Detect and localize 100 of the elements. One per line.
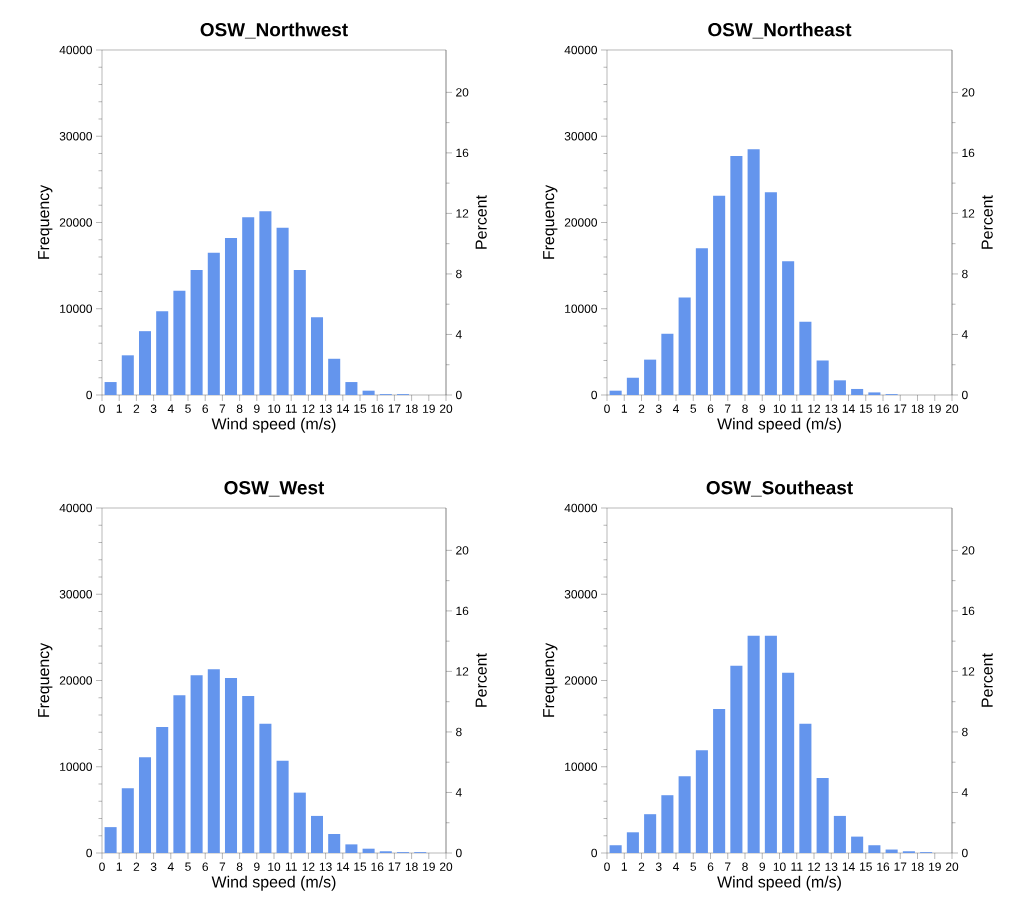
y2-tick-label: 4	[961, 330, 968, 339]
y2-tick-label: 20	[962, 88, 975, 97]
x-tick-label: 7	[725, 862, 731, 871]
y2-axis-title: Percent	[981, 195, 993, 249]
y2-tick-label: 0	[962, 848, 968, 858]
x-tick-label: 1	[621, 862, 627, 871]
y-tick-label: 10000	[60, 304, 93, 313]
x-tick-label: 8	[236, 862, 243, 871]
x-tick-label: 17	[894, 404, 907, 413]
x-tick-label: 18	[911, 862, 924, 871]
y-tick-label: 0	[86, 390, 93, 400]
x-tick-label: 2	[133, 862, 140, 871]
y2-tick-label: 8	[456, 727, 462, 737]
y-tick-label: 30000	[564, 132, 598, 141]
y2-tick-label: 8	[456, 269, 462, 279]
x-tick-label: 14	[842, 862, 855, 871]
y2-tick-label: 12	[456, 209, 469, 218]
x-tick-label: 12	[302, 404, 315, 413]
x-tick-label: 10	[773, 404, 786, 413]
y2-tick-label: 0	[455, 848, 462, 858]
x-tick-label: 18	[405, 862, 418, 871]
y2-tick-label: 12	[962, 667, 975, 676]
x-tick-label: 9	[759, 404, 766, 413]
x-tick-label: 1	[116, 404, 122, 413]
x-tick-label: 0	[604, 862, 610, 871]
x-tick-label: 3	[655, 862, 662, 871]
chart-title: OSW_Northwest	[200, 22, 348, 39]
y2-tick-label: 8	[962, 727, 968, 737]
x-tick-label: 10	[773, 862, 786, 871]
x-axis-title: Wind speed (m/s)	[211, 417, 336, 433]
y2-tick-label: 12	[456, 667, 469, 676]
x-tick-label: 15	[354, 404, 367, 413]
x-tick-label: 20	[945, 404, 959, 413]
x-tick-label: 11	[791, 862, 803, 871]
y2-axis-title: Percent	[981, 653, 993, 707]
x-tick-label: 14	[842, 404, 855, 413]
x-tick-label: 4	[167, 862, 174, 871]
x-tick-label: 1	[621, 404, 627, 413]
x-tick-label: 16	[877, 862, 890, 871]
y-tick-label: 10000	[60, 762, 93, 771]
x-tick-label: 20	[439, 404, 453, 413]
x-tick-label: 0	[99, 404, 105, 413]
x-tick-label: 15	[354, 862, 367, 871]
y2-tick-label: 0	[962, 390, 968, 400]
y2-tick-label: 4	[961, 788, 968, 797]
y-tick-label: 40000	[564, 45, 598, 55]
x-tick-label: 19	[929, 862, 941, 871]
x-tick-label: 5	[690, 404, 697, 413]
x-tick-label: 12	[808, 862, 821, 871]
x-tick-label: 6	[707, 862, 714, 871]
x-tick-label: 13	[825, 404, 838, 413]
chart-title: OSW_Northeast	[708, 22, 852, 39]
x-tick-label: 10	[268, 404, 281, 413]
x-tick-label: 5	[185, 862, 191, 871]
y-axis-title: Frequency	[543, 184, 558, 259]
y-axis-title: Frequency	[38, 184, 53, 259]
y-tick-label: 40000	[59, 45, 93, 55]
x-axis-title: Wind speed (m/s)	[211, 875, 336, 891]
y-tick-label: 0	[591, 390, 598, 400]
x-tick-label: 6	[202, 404, 208, 413]
y-tick-label: 30000	[59, 590, 93, 599]
x-tick-label: 17	[388, 862, 401, 871]
y-tick-label: 0	[86, 848, 93, 858]
y2-axis-title: Percent	[475, 653, 487, 707]
x-tick-label: 7	[725, 404, 731, 413]
x-tick-label: 18	[911, 404, 924, 413]
y-axis-title: Frequency	[543, 642, 558, 717]
x-tick-label: 12	[302, 862, 315, 871]
x-tick-label: 15	[860, 862, 872, 871]
y2-tick-label: 4	[455, 788, 462, 797]
x-tick-label: 4	[672, 862, 679, 871]
y2-tick-label: 8	[962, 269, 968, 279]
x-tick-label: 13	[825, 862, 838, 871]
y2-tick-label: 4	[455, 330, 462, 339]
y-tick-label: 20000	[59, 218, 93, 227]
y-tick-label: 10000	[565, 762, 598, 771]
y2-axis-title: Percent	[475, 195, 487, 249]
y2-tick-label: 20	[456, 546, 469, 555]
x-axis-title: Wind speed (m/s)	[717, 417, 841, 433]
x-tick-label: 14	[337, 404, 350, 413]
y-tick-label: 40000	[59, 503, 93, 513]
x-tick-label: 19	[423, 862, 435, 871]
x-tick-label: 9	[254, 862, 260, 871]
chart-title: OSW_Southeast	[706, 480, 853, 497]
y-tick-label: 10000	[565, 304, 598, 313]
x-tick-label: 19	[423, 404, 435, 413]
x-tick-label: 13	[319, 404, 332, 413]
x-tick-label: 17	[894, 862, 907, 871]
y-tick-label: 20000	[564, 676, 598, 685]
y2-tick-label: 16	[456, 148, 469, 158]
x-tick-label: 4	[167, 404, 174, 413]
x-tick-label: 2	[638, 862, 645, 871]
x-tick-label: 16	[877, 404, 890, 413]
x-tick-label: 14	[337, 862, 350, 871]
y2-tick-label: 16	[456, 606, 469, 616]
x-tick-label: 0	[604, 404, 610, 413]
x-tick-label: 1	[116, 862, 122, 871]
y-tick-label: 20000	[564, 218, 598, 227]
x-tick-label: 16	[371, 862, 384, 871]
x-tick-label: 2	[638, 404, 645, 413]
